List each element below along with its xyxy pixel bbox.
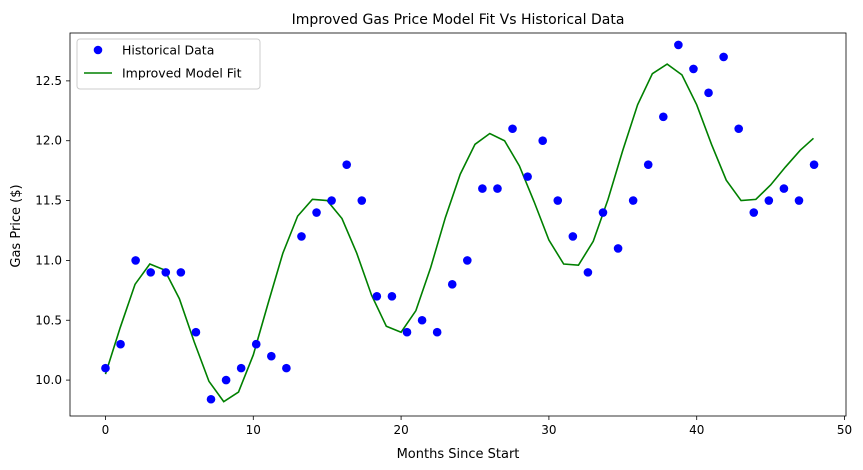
y-tick-label: 10.0 xyxy=(35,373,62,387)
data-point xyxy=(221,375,231,385)
data-point xyxy=(297,232,306,241)
data-point xyxy=(478,184,487,193)
data-point xyxy=(372,292,382,301)
series-layer xyxy=(101,40,819,404)
data-point xyxy=(749,208,759,217)
data-point xyxy=(402,327,412,337)
data-point xyxy=(131,256,140,265)
y-tick-label: 11.5 xyxy=(35,194,62,208)
data-point xyxy=(387,292,397,301)
legend-label: Historical Data xyxy=(122,43,214,58)
data-point xyxy=(643,160,653,169)
x-tick-label: 20 xyxy=(393,423,408,437)
data-point xyxy=(357,196,367,205)
legend-label: Improved Model Fit xyxy=(122,66,242,81)
data-point xyxy=(417,315,427,325)
data-point xyxy=(267,351,276,361)
data-point xyxy=(538,136,547,146)
y-tick-label: 10.5 xyxy=(35,313,62,327)
data-point xyxy=(794,196,804,205)
y-tick-label: 12.5 xyxy=(35,74,62,88)
data-point xyxy=(719,52,728,62)
data-point xyxy=(447,280,457,289)
data-point xyxy=(674,40,683,50)
legend-box xyxy=(76,38,261,90)
data-point xyxy=(809,160,819,169)
data-point xyxy=(146,268,155,277)
data-point xyxy=(282,363,291,373)
data-point xyxy=(236,363,246,373)
axes: 0 10 20 30 40 50 10.0 10.5 11.0 11.5 12.0 12.5 xyxy=(35,32,852,437)
data-point xyxy=(432,327,442,337)
x-tick-label: 50 xyxy=(837,423,852,437)
data-point xyxy=(553,196,563,205)
data-point xyxy=(327,196,336,205)
x-tick-label: 0 xyxy=(102,423,110,437)
chart-title: Improved Gas Price Model Fit Vs Historic… xyxy=(292,12,625,28)
x-tick-label: 30 xyxy=(541,423,556,437)
data-point xyxy=(568,232,578,241)
x-tick-label: 40 xyxy=(689,423,704,437)
series-line-model-fit xyxy=(104,63,815,403)
data-point xyxy=(508,124,517,134)
data-point xyxy=(176,268,186,277)
data-point xyxy=(598,208,608,217)
y-axis-label: Gas Price ($) xyxy=(9,184,24,267)
data-point xyxy=(689,64,698,74)
data-point xyxy=(628,196,638,205)
data-point xyxy=(116,339,125,349)
y-tick-label: 11.0 xyxy=(35,253,62,267)
data-point xyxy=(583,268,593,277)
x-tick-label: 10 xyxy=(246,423,261,437)
data-point xyxy=(191,327,201,337)
plot-background xyxy=(70,33,846,416)
data-point xyxy=(523,172,532,181)
plot-area xyxy=(70,33,846,416)
data-point xyxy=(251,339,261,349)
data-point xyxy=(493,184,502,193)
plot-frame xyxy=(69,32,847,417)
data-point xyxy=(463,256,472,265)
legend: Historical Data Improved Model Fit xyxy=(76,38,261,90)
data-point xyxy=(613,244,623,253)
data-point xyxy=(779,184,789,193)
data-point xyxy=(206,394,216,404)
data-point xyxy=(734,124,743,134)
data-point xyxy=(764,196,774,205)
data-point xyxy=(312,208,321,217)
x-axis-label: Months Since Start xyxy=(397,447,520,462)
data-point xyxy=(101,363,110,373)
legend-marker-historical xyxy=(93,45,103,55)
data-point xyxy=(161,268,171,277)
data-point xyxy=(342,160,352,169)
data-point xyxy=(704,88,713,98)
data-point xyxy=(659,112,668,122)
y-tick-label: 12.0 xyxy=(35,134,62,148)
